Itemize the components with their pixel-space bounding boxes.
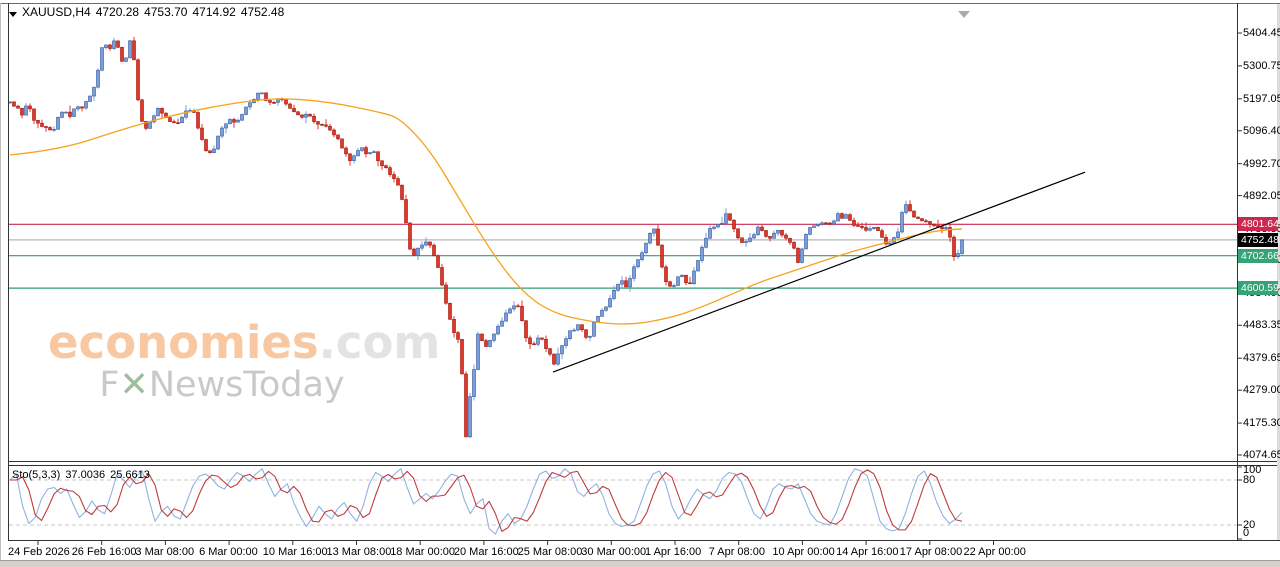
- time-axis-label: 6 Mar 00:00: [199, 546, 258, 558]
- time-axis-label: 10 Mar 16:00: [262, 546, 328, 558]
- price-level-badges: 4801.64 4752.48 4702.66 4600.59: [1238, 0, 1280, 560]
- price-level-badge: 4752.48: [1238, 232, 1279, 247]
- stochastic-axis-label: 0: [1243, 527, 1250, 539]
- stochastic-axis[interactable]: 100 80 20 0: [1238, 0, 1280, 560]
- time-axis-label: 24 Feb 2026: [8, 546, 70, 558]
- ohlc-toggle-icon[interactable]: [9, 12, 17, 17]
- price-axis-label: 4175.30: [1243, 417, 1280, 430]
- stochastic-label: Sto(5,3,3) 37.0036 25.6613: [12, 469, 155, 481]
- price-axis-label: 5197.05: [1243, 92, 1280, 105]
- watermark-tagline-rest: NewsToday: [148, 365, 345, 405]
- stochastic-k-value: 37.0036: [65, 469, 106, 481]
- stochastic-name: Sto(5,3,3): [12, 469, 61, 481]
- stochastic-axis-label: 100: [1243, 464, 1262, 476]
- price-axis-label: 5096.40: [1243, 124, 1280, 137]
- low-value: 4714.92: [192, 5, 236, 19]
- time-axis-label: 10 Apr 00:00: [772, 546, 835, 558]
- symbol-period-label: XAUUSD,H4: [22, 5, 91, 19]
- time-axis-label: 7 Apr 08:00: [708, 546, 765, 558]
- price-level-badge: 4801.64: [1238, 217, 1279, 232]
- watermark-tagline-f: F: [99, 365, 120, 405]
- price-axis-label: 5300.75: [1243, 59, 1280, 72]
- stochastic-axis-label: 80: [1243, 474, 1256, 486]
- watermark-domain: .com: [318, 316, 441, 369]
- time-axis[interactable]: 24 Feb 2026 26 Feb 16:00 3 Mar 08:00 6 Mar …: [0, 543, 1280, 561]
- time-axis-label: 13 Mar 08:00: [326, 546, 392, 558]
- time-axis-label: 26 Feb 16:00: [71, 546, 137, 558]
- high-value: 4753.70: [144, 5, 188, 19]
- stochastic-axis-label: 20: [1243, 519, 1256, 531]
- price-axis-label: 4279.00: [1243, 384, 1280, 397]
- price-axis-label: 4892.05: [1243, 189, 1280, 202]
- price-axis-label: 4379.65: [1243, 352, 1280, 365]
- close-value: 4752.48: [240, 5, 285, 19]
- watermark: economies.com F✕NewsToday: [48, 320, 440, 403]
- price-axis-label: 5404.45: [1243, 27, 1280, 39]
- watermark-tagline: F✕NewsToday: [48, 368, 396, 403]
- watermark-x-icon: ✕: [119, 365, 149, 405]
- stochastic-d-value: 25.6613: [110, 469, 150, 481]
- open-value: 4720.28: [95, 5, 140, 19]
- time-axis-label: 18 Mar 00:00: [390, 546, 456, 558]
- chart-shift-marker-icon[interactable]: [958, 11, 970, 18]
- time-axis-label: 14 Apr 16:00: [836, 546, 899, 558]
- time-axis-label: 17 Apr 08:00: [899, 546, 963, 558]
- time-axis-label: 3 Mar 08:00: [135, 546, 195, 558]
- price-axis-label: 4483.35: [1243, 319, 1280, 332]
- time-axis-label: 20 Mar 16:00: [453, 546, 519, 558]
- chart-title: XAUUSD,H4 4720.28 4753.70 4714.92 4752.48: [9, 5, 289, 19]
- time-axis-label: 25 Mar 08:00: [517, 546, 583, 558]
- time-axis-label: 30 Mar 00:00: [581, 546, 647, 558]
- price-axis-label: 4992.70: [1243, 157, 1280, 170]
- time-axis-label: 1 Apr 16:00: [645, 546, 702, 558]
- time-axis-label: 22 Apr 00:00: [963, 546, 1026, 558]
- price-axis[interactable]: 5404.45 5300.75 5197.05 5096.40 4992.70 4892.…: [1238, 0, 1280, 560]
- price-level-badge: 4702.66: [1238, 248, 1279, 263]
- watermark-logo: economies.com: [48, 320, 440, 365]
- price-axis-label: 4074.65: [1243, 449, 1280, 461]
- price-level-badge: 4600.59: [1238, 281, 1279, 296]
- watermark-brand: economies: [48, 316, 319, 369]
